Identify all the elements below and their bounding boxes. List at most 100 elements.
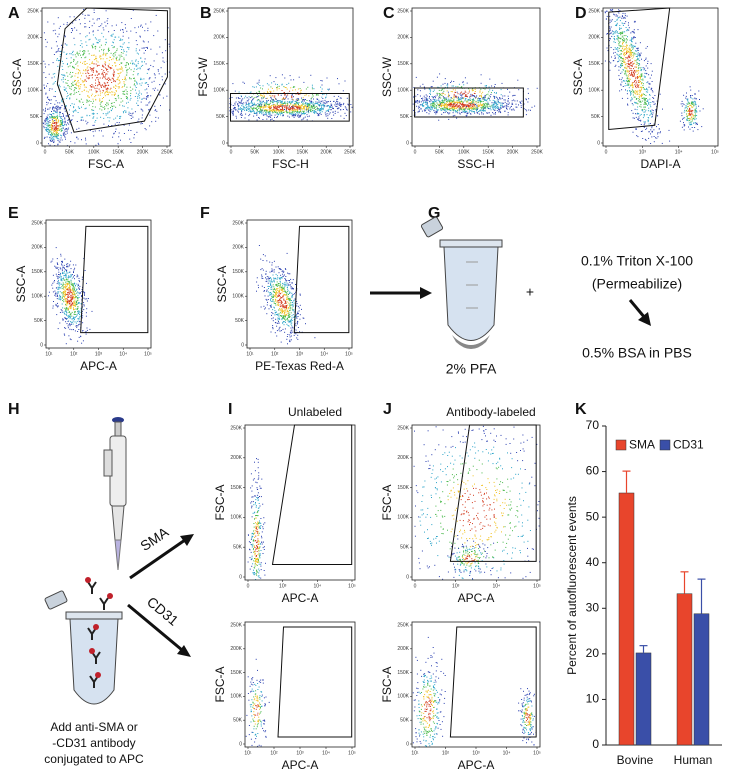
event-dot — [148, 78, 150, 80]
event-dot — [484, 97, 486, 99]
event-dot — [106, 58, 108, 60]
event-dot — [689, 109, 691, 110]
event-dot — [630, 93, 632, 95]
event-dot — [683, 122, 684, 124]
y-tick-label: 200K — [397, 35, 409, 41]
event-dot — [429, 107, 431, 109]
event-dot — [435, 100, 437, 102]
event-dot — [310, 74, 312, 76]
event-dot — [637, 76, 639, 77]
event-dot — [443, 88, 445, 90]
event-dot — [72, 66, 74, 68]
event-dot — [435, 111, 437, 113]
event-dot — [51, 129, 53, 131]
event-dot — [633, 46, 635, 47]
event-dot — [642, 117, 644, 119]
event-dot — [340, 104, 342, 106]
event-dot — [143, 78, 145, 80]
event-dot — [515, 106, 517, 108]
event-dot — [239, 114, 241, 116]
event-dot — [642, 110, 644, 112]
event-dot — [256, 96, 258, 98]
event-dot — [455, 104, 457, 105]
event-dot — [340, 97, 342, 99]
event-dot — [641, 67, 643, 69]
event-dot — [44, 119, 46, 121]
event-dot — [123, 93, 125, 95]
event-dot — [632, 76, 634, 77]
event-dot — [66, 124, 67, 126]
event-dot — [691, 117, 693, 119]
event-dot — [616, 25, 617, 27]
event-dot — [633, 117, 635, 119]
event-dot — [512, 95, 514, 97]
event-dot — [641, 58, 642, 60]
event-dot — [469, 105, 471, 107]
event-dot — [637, 63, 639, 65]
event-dot — [56, 59, 58, 61]
event-dot — [311, 88, 313, 90]
event-dot — [108, 50, 109, 52]
x-axis-label: FSC-H — [272, 157, 309, 171]
event-dot — [693, 117, 695, 119]
event-dot — [67, 95, 69, 96]
event-dot — [116, 122, 118, 123]
event-dot — [53, 118, 55, 120]
event-dot — [467, 104, 469, 106]
event-dot — [631, 65, 633, 67]
event-dot — [298, 102, 300, 104]
event-dot — [485, 108, 487, 110]
event-dot — [248, 119, 250, 121]
event-dot — [265, 111, 267, 113]
event-dot — [277, 112, 279, 114]
event-dot — [634, 96, 636, 98]
event-dot — [633, 69, 635, 71]
event-dot — [328, 110, 330, 112]
event-dot — [644, 138, 646, 140]
event-dot — [48, 73, 50, 75]
event-dot — [614, 51, 616, 53]
event-dot — [49, 116, 51, 117]
event-dot — [477, 104, 479, 106]
event-dot — [281, 111, 283, 113]
event-dot — [514, 94, 516, 96]
event-dot — [351, 106, 353, 108]
event-dot — [649, 104, 651, 106]
event-dot — [478, 113, 480, 115]
event-dot — [482, 98, 484, 100]
event-dot — [55, 120, 57, 122]
event-dot — [145, 129, 147, 131]
event-dot — [473, 107, 475, 109]
event-dot — [68, 119, 69, 121]
event-dot — [340, 105, 342, 107]
event-dot — [55, 126, 57, 128]
event-dot — [453, 100, 455, 102]
event-dot — [323, 104, 325, 106]
event-dot — [270, 106, 271, 108]
event-dot — [298, 99, 300, 101]
event-dot — [311, 96, 313, 98]
event-dot — [630, 50, 631, 52]
event-dot — [647, 81, 649, 83]
event-dot — [127, 107, 129, 109]
event-dot — [460, 101, 462, 103]
event-dot — [326, 110, 328, 112]
event-dot — [652, 101, 654, 103]
event-dot — [423, 86, 425, 88]
event-dot — [254, 112, 256, 114]
event-dot — [622, 23, 624, 25]
event-dot — [115, 117, 117, 119]
event-dot — [66, 72, 68, 74]
event-dot — [475, 107, 477, 109]
event-dot — [265, 106, 267, 108]
event-dot — [635, 86, 636, 87]
event-dot — [624, 73, 625, 75]
event-dot — [489, 107, 491, 109]
event-dot — [630, 99, 632, 101]
event-dot — [635, 85, 637, 87]
event-dot — [56, 137, 58, 139]
event-dot — [695, 106, 697, 108]
event-dot — [469, 110, 471, 112]
event-dot — [43, 84, 45, 86]
event-dot — [261, 94, 263, 96]
